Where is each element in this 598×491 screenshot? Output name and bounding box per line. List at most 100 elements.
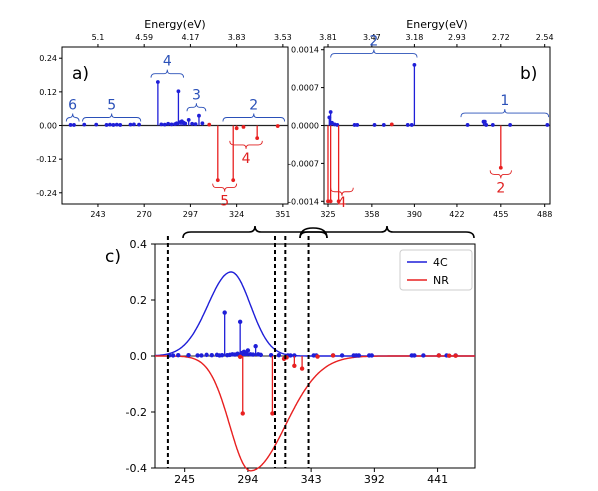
stem-marker bbox=[250, 352, 256, 357]
stem-marker bbox=[356, 353, 362, 358]
stem-marker bbox=[72, 123, 76, 127]
annotation-label: 3 bbox=[192, 87, 201, 103]
stem-marker bbox=[174, 121, 179, 126]
stem-marker bbox=[326, 199, 330, 204]
stem-marker bbox=[176, 89, 181, 94]
stem-marker bbox=[166, 121, 171, 126]
stem-marker bbox=[352, 123, 357, 127]
annotation-label: 4 bbox=[242, 151, 251, 167]
x-tick-label: 243 bbox=[90, 210, 105, 219]
brace bbox=[186, 103, 207, 112]
stem-marker bbox=[200, 121, 205, 126]
y-tick-label: 0.2 bbox=[130, 294, 148, 307]
stem-marker bbox=[446, 353, 452, 358]
stem-marker bbox=[137, 122, 141, 127]
x-tick-label: 325 bbox=[320, 210, 335, 219]
x-tick-label: 441 bbox=[427, 473, 448, 486]
top-tick-label: 5.1 bbox=[92, 33, 105, 42]
x-tick-label: 358 bbox=[364, 210, 379, 219]
stem-marker bbox=[186, 352, 191, 358]
annotation-label: 4 bbox=[337, 195, 346, 211]
top-tick-label: 3.81 bbox=[319, 33, 337, 42]
brace bbox=[460, 109, 550, 118]
stem-marker bbox=[94, 122, 99, 127]
top-tick-label: 4.17 bbox=[182, 33, 200, 42]
x-tick-label: 422 bbox=[449, 210, 464, 219]
stem-marker bbox=[237, 354, 243, 360]
brace bbox=[82, 113, 142, 122]
stem-marker bbox=[330, 353, 336, 358]
y-tick-label: 0.12 bbox=[39, 88, 57, 97]
stem-marker bbox=[484, 123, 489, 127]
stem-marker bbox=[162, 122, 167, 127]
overlap-cap bbox=[299, 227, 328, 239]
stem-marker bbox=[155, 80, 160, 84]
stem-marker bbox=[409, 123, 414, 127]
stem-marker bbox=[389, 122, 394, 127]
annotation-label: 2 bbox=[249, 98, 258, 114]
x-tick-label: 392 bbox=[364, 473, 385, 486]
x-tick-label: 351 bbox=[275, 210, 290, 219]
stem-marker bbox=[453, 353, 458, 358]
x-tick-label: 294 bbox=[237, 473, 258, 486]
y-tick-label: 0.00 bbox=[39, 122, 57, 131]
stem-marker bbox=[315, 354, 320, 359]
annotation-label: 2 bbox=[369, 34, 378, 50]
stem-marker bbox=[436, 353, 442, 358]
stem-marker bbox=[190, 121, 195, 126]
stem-marker bbox=[372, 123, 377, 127]
y-tick-label: -0.4 bbox=[126, 462, 147, 475]
x-tick-label: 324 bbox=[229, 210, 244, 219]
stem-marker bbox=[276, 352, 282, 358]
annotation-label: 1 bbox=[500, 93, 509, 109]
x-tick-label: 455 bbox=[493, 210, 508, 219]
panel-label: a) bbox=[72, 64, 89, 84]
brace bbox=[489, 170, 512, 179]
stem-marker bbox=[288, 353, 293, 358]
y-tick-label: 0.4 bbox=[130, 238, 148, 251]
stem-marker bbox=[490, 123, 495, 127]
y-tick-label: -0.2 bbox=[126, 406, 147, 419]
stem-marker bbox=[108, 122, 112, 127]
stem-marker bbox=[237, 319, 243, 325]
top-tick-label: 3.53 bbox=[274, 33, 292, 42]
top-tick-label: 3.47 bbox=[363, 33, 381, 42]
stem-marker bbox=[176, 352, 181, 358]
top-braces bbox=[182, 225, 475, 239]
stem-marker bbox=[204, 352, 209, 358]
stem-marker bbox=[219, 352, 225, 358]
stem-marker bbox=[258, 352, 264, 358]
annotation-label: 5 bbox=[220, 194, 229, 210]
top-tick-label: 2.54 bbox=[536, 33, 554, 42]
curve-NR bbox=[155, 355, 475, 472]
stem-marker bbox=[169, 122, 174, 127]
stem-marker bbox=[215, 178, 220, 183]
stem-marker bbox=[118, 123, 123, 127]
top-tick-label: 3.18 bbox=[405, 33, 423, 42]
y-tick-label: 0.0000 bbox=[291, 122, 319, 131]
stem-marker bbox=[275, 124, 280, 128]
y-tick-label: 0.0 bbox=[130, 350, 148, 363]
annotation-label: 2 bbox=[496, 180, 505, 196]
stem-marker bbox=[186, 117, 191, 122]
stem-marker bbox=[482, 119, 487, 124]
stem-marker bbox=[299, 366, 305, 371]
panel-label: c) bbox=[105, 247, 121, 267]
y-tick-label: 0.0014 bbox=[291, 46, 319, 55]
stem-marker bbox=[369, 353, 374, 358]
top-axis-label: Energy(eV) bbox=[144, 18, 205, 31]
x-tick-label: 297 bbox=[183, 210, 198, 219]
stem-marker bbox=[292, 363, 297, 368]
stem-marker bbox=[405, 123, 410, 127]
stem-marker bbox=[159, 122, 164, 127]
stem-marker bbox=[245, 348, 251, 353]
panel-b-annotations: 2 1 4 2 bbox=[330, 34, 550, 211]
y-tick-label: -0.0007 bbox=[288, 159, 319, 168]
top-tick-label: 4.59 bbox=[135, 33, 153, 42]
stem-marker bbox=[508, 123, 513, 127]
brace bbox=[330, 49, 418, 58]
legend-label: 4C bbox=[433, 256, 448, 269]
y-tick-label: -0.12 bbox=[36, 155, 57, 164]
stem-marker bbox=[253, 344, 258, 349]
